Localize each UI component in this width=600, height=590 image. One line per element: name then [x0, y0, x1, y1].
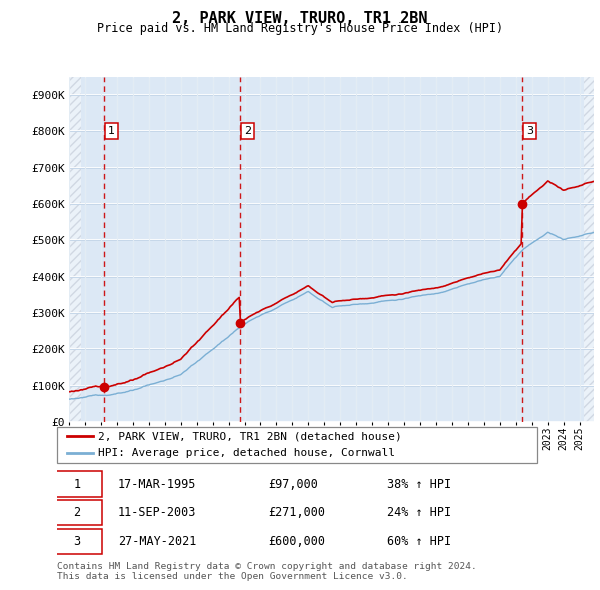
Bar	[584, 77, 594, 422]
Text: 1: 1	[73, 477, 80, 490]
Text: 2: 2	[73, 506, 80, 519]
Text: £271,000: £271,000	[268, 506, 325, 519]
Text: 1: 1	[108, 126, 115, 136]
Text: 3: 3	[526, 126, 533, 136]
Text: Contains HM Land Registry data © Crown copyright and database right 2024.
This d: Contains HM Land Registry data © Crown c…	[57, 562, 477, 581]
Text: £97,000: £97,000	[268, 477, 318, 490]
FancyBboxPatch shape	[52, 471, 102, 497]
FancyBboxPatch shape	[57, 427, 537, 463]
Text: 17-MAR-1995: 17-MAR-1995	[118, 477, 196, 490]
Text: 2, PARK VIEW, TRURO, TR1 2BN (detached house): 2, PARK VIEW, TRURO, TR1 2BN (detached h…	[98, 431, 401, 441]
Text: 2: 2	[244, 126, 251, 136]
Text: 11-SEP-2003: 11-SEP-2003	[118, 506, 196, 519]
FancyBboxPatch shape	[52, 529, 102, 554]
Text: 60% ↑ HPI: 60% ↑ HPI	[387, 535, 451, 548]
Text: HPI: Average price, detached house, Cornwall: HPI: Average price, detached house, Corn…	[98, 448, 395, 458]
Text: 38% ↑ HPI: 38% ↑ HPI	[387, 477, 451, 490]
Text: £600,000: £600,000	[268, 535, 325, 548]
Text: Price paid vs. HM Land Registry's House Price Index (HPI): Price paid vs. HM Land Registry's House …	[97, 22, 503, 35]
Text: 3: 3	[73, 535, 80, 548]
Text: 27-MAY-2021: 27-MAY-2021	[118, 535, 196, 548]
Text: 2, PARK VIEW, TRURO, TR1 2BN: 2, PARK VIEW, TRURO, TR1 2BN	[172, 11, 428, 25]
FancyBboxPatch shape	[52, 500, 102, 525]
Bar	[69, 77, 81, 422]
Text: 24% ↑ HPI: 24% ↑ HPI	[387, 506, 451, 519]
